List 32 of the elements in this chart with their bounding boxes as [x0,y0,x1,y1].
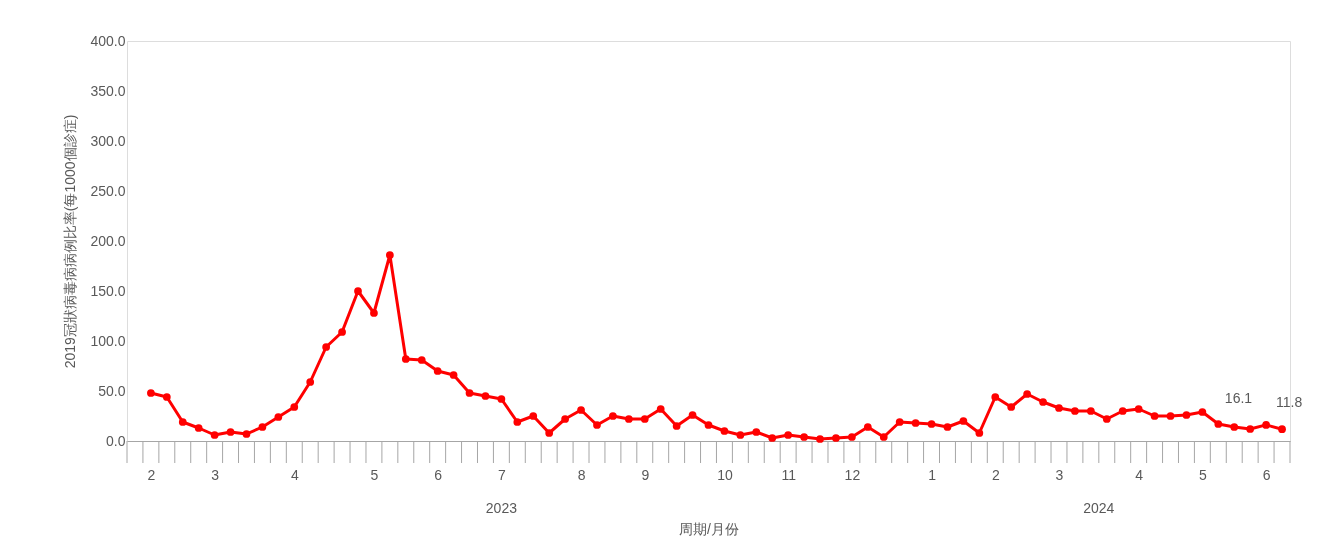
x-tick-label: 5 [1198,466,1207,483]
data-label: 16.1 [1224,389,1253,406]
y-tick-label: 150.0 [90,282,126,299]
data-label: 11.8 [1276,394,1303,411]
x-tick-label: 5 [370,466,379,483]
x-tick-label: 3 [211,466,220,483]
x-tick-label: 1 [928,466,937,483]
y-tick-label: 100.0 [90,332,126,349]
text: 2023 [485,500,518,516]
y-axis-title: 2019冠狀病毒病病例比率(每1000個診症) [62,114,79,369]
x-tick-label: 9 [641,466,650,483]
x-tick-label: 2 [147,466,156,483]
y-tick-label: 50.0 [98,382,126,399]
x-tick-label: 4 [290,466,299,483]
x-tick-label: 11 [781,466,797,483]
y-tick-label: 400.0 [90,32,126,49]
x-tick-label: 3 [1055,466,1064,483]
y-tick-label: 350.0 [90,82,126,99]
y-tick-label: 250.0 [90,182,126,199]
y-tick-label: 200.0 [90,232,126,249]
y-tick-label: 300.0 [90,132,126,149]
y-tick-label: 0.0 [106,432,126,449]
x-tick-label: 10 [717,466,733,483]
x-tick-label: 6 [434,466,443,483]
x-tick-label: 7 [497,466,506,483]
x-tick-label: 4 [1135,466,1144,483]
x-tick-label: 6 [1262,466,1271,483]
x-tick-label: 2 [991,466,1000,483]
text: 2024 [1083,500,1115,516]
x-tick-label: 12 [844,466,861,483]
x-tick-label: 8 [577,466,586,483]
x-axis-title: 周期/月份 [679,520,739,536]
